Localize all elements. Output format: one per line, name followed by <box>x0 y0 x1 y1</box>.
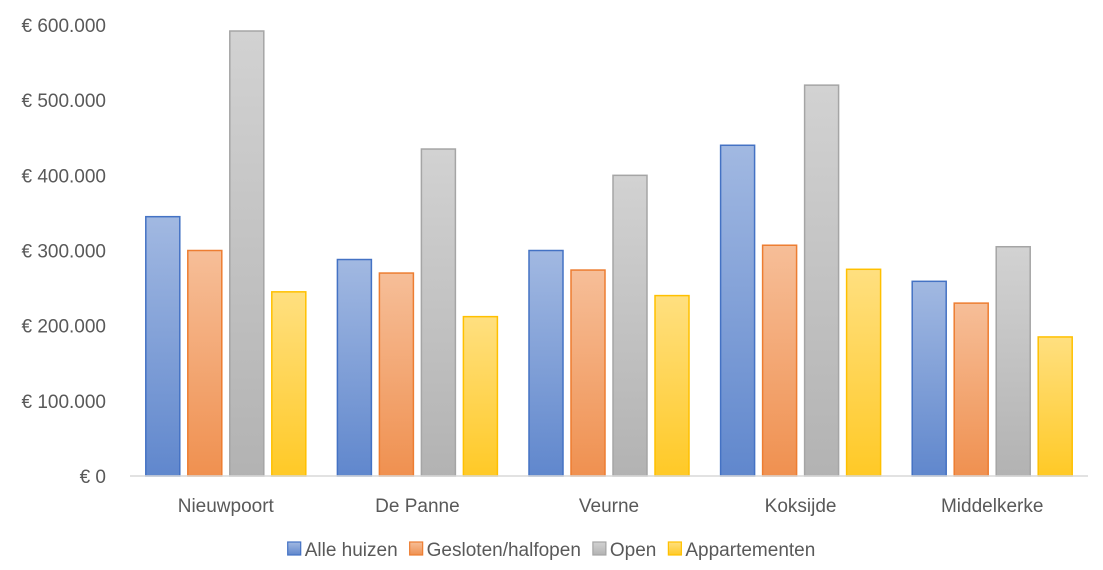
x-tick-label: De Panne <box>375 496 460 517</box>
y-axis: € 0 € 100.000 € 200.000 € 300.000 € 400.000 €… <box>21 16 106 488</box>
legend-label-gesloten-halfopen: Gesloten/halfopen <box>427 540 581 561</box>
x-tick-label: Middelkerke <box>941 496 1043 517</box>
bars <box>145 30 1073 477</box>
bar-open-veurne <box>612 174 648 477</box>
y-tick-label: € 300.000 <box>21 242 106 263</box>
legend-swatch-open <box>592 541 607 556</box>
bar-appartementen-de-panne <box>462 315 499 477</box>
y-tick-label: € 600.000 <box>21 16 106 37</box>
bar-gesloten-halfopen-veurne <box>570 269 606 477</box>
legend-swatch-appartementen <box>667 541 682 556</box>
bar-gesloten-halfopen-nieuwpoort <box>187 249 223 477</box>
bar-gesloten-halfopen-middelkerke <box>953 302 989 477</box>
bar-open-de-panne <box>420 148 457 477</box>
bar-open-koksijde <box>803 84 840 477</box>
x-tick-label: Veurne <box>579 496 639 517</box>
bar-appartementen-veurne <box>654 294 690 477</box>
bar-alle-huizen-de-panne <box>336 258 373 477</box>
y-tick-label: € 0 <box>80 467 106 488</box>
x-tick-label: Koksijde <box>765 496 837 517</box>
x-tick-label: Nieuwpoort <box>178 496 275 517</box>
legend-label-alle-huizen: Alle huizen <box>305 540 398 561</box>
bar-open-middelkerke <box>995 245 1031 477</box>
legend: Alle huizen Gesloten/halfopen Open Appartem… <box>287 540 815 561</box>
legend-swatch-alle-huizen <box>287 541 302 556</box>
legend-label-open: Open <box>610 540 656 561</box>
y-tick-label: € 500.000 <box>21 91 106 112</box>
y-tick-label: € 400.000 <box>21 166 106 187</box>
bar-gesloten-halfopen-de-panne <box>378 272 415 477</box>
bar-alle-huizen-middelkerke <box>911 280 947 477</box>
bar-alle-huizen-nieuwpoort <box>145 215 181 477</box>
bar-appartementen-middelkerke <box>1037 336 1073 477</box>
bar-gesloten-halfopen-koksijde <box>761 244 798 477</box>
x-axis: Nieuwpoort De Panne Veurne Koksijde Middelke… <box>178 496 1044 517</box>
legend-swatch-gesloten-halfopen <box>409 541 424 556</box>
bar-alle-huizen-koksijde <box>719 144 756 477</box>
y-tick-label: € 200.000 <box>21 317 106 338</box>
y-tick-label: € 100.000 <box>21 392 106 413</box>
bar-alle-huizen-veurne <box>528 249 564 477</box>
bar-appartementen-nieuwpoort <box>271 291 307 477</box>
legend-label-appartementen: Appartementen <box>685 540 815 561</box>
bar-open-nieuwpoort <box>229 30 265 477</box>
bar-appartementen-koksijde <box>845 268 882 477</box>
